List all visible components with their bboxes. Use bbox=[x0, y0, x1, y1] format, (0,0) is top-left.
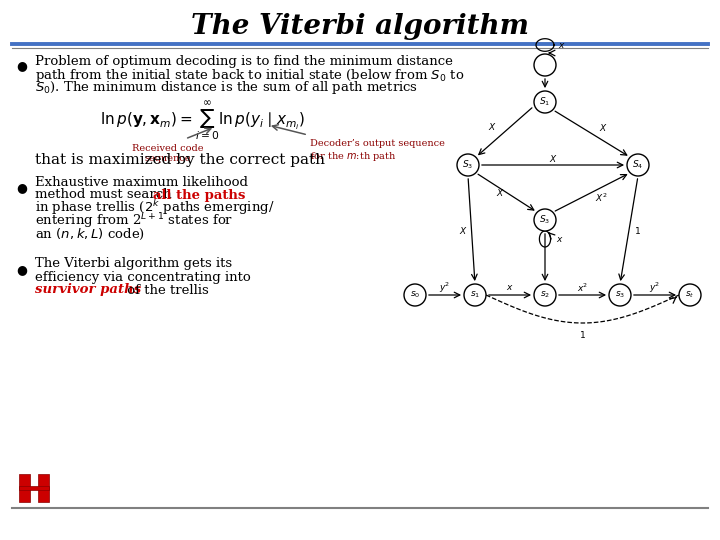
Text: an $(n,k,L)$ code): an $(n,k,L)$ code) bbox=[35, 226, 145, 241]
Text: $S_1$: $S_1$ bbox=[539, 96, 551, 108]
Circle shape bbox=[534, 91, 556, 113]
Circle shape bbox=[404, 284, 426, 306]
Text: $x$: $x$ bbox=[506, 284, 514, 293]
Text: survivor paths: survivor paths bbox=[35, 284, 141, 296]
Text: Received code
sequence: Received code sequence bbox=[132, 144, 204, 164]
Text: The Viterbi algorithm: The Viterbi algorithm bbox=[191, 14, 529, 40]
Text: $X$: $X$ bbox=[549, 152, 557, 164]
Circle shape bbox=[534, 54, 556, 76]
Text: $X$: $X$ bbox=[496, 187, 505, 198]
Text: $y^2$: $y^2$ bbox=[649, 281, 661, 295]
Text: $s_1$: $s_1$ bbox=[470, 290, 480, 300]
Text: $S_3$: $S_3$ bbox=[539, 214, 551, 226]
Circle shape bbox=[464, 284, 486, 306]
Text: that is maximized by the correct path: that is maximized by the correct path bbox=[35, 153, 325, 167]
Text: ●: ● bbox=[17, 181, 27, 194]
Text: ●: ● bbox=[17, 264, 27, 276]
Text: ●: ● bbox=[17, 59, 27, 72]
Circle shape bbox=[627, 154, 649, 176]
Text: $X$: $X$ bbox=[488, 121, 498, 132]
Text: $s_3$: $s_3$ bbox=[615, 290, 625, 300]
Text: $s_t$: $s_t$ bbox=[685, 290, 695, 300]
Text: method must search: method must search bbox=[35, 188, 176, 201]
Text: all the paths: all the paths bbox=[153, 188, 246, 201]
Text: path from the initial state back to initial state (below from $S_0$ to: path from the initial state back to init… bbox=[35, 66, 464, 84]
Text: Exhaustive maximum likelihood: Exhaustive maximum likelihood bbox=[35, 176, 248, 188]
Text: $X^2$: $X^2$ bbox=[595, 191, 608, 204]
Text: efficiency via concentrating into: efficiency via concentrating into bbox=[35, 271, 251, 284]
Text: Problem of optimum decoding is to find the minimum distance: Problem of optimum decoding is to find t… bbox=[35, 56, 453, 69]
Text: $S_0$). The minimum distance is the sum of all path metrics: $S_0$). The minimum distance is the sum … bbox=[35, 79, 418, 97]
Text: $X$: $X$ bbox=[459, 225, 468, 235]
Bar bbox=[38, 474, 50, 502]
Text: of the trellis: of the trellis bbox=[123, 284, 209, 296]
Circle shape bbox=[457, 154, 479, 176]
Circle shape bbox=[679, 284, 701, 306]
Text: $x^2$: $x^2$ bbox=[577, 282, 588, 294]
Text: $1$: $1$ bbox=[579, 329, 586, 340]
Text: in phase trellis ($2^k$ paths emerging/: in phase trellis ($2^k$ paths emerging/ bbox=[35, 199, 274, 218]
Text: The Viterbi algorithm gets its: The Viterbi algorithm gets its bbox=[35, 258, 232, 271]
Text: $S_3$: $S_3$ bbox=[462, 159, 474, 171]
Text: $y^2$: $y^2$ bbox=[439, 281, 451, 295]
Text: $x$: $x$ bbox=[556, 234, 564, 244]
Circle shape bbox=[609, 284, 631, 306]
Bar bbox=[19, 474, 30, 502]
Text: $1$: $1$ bbox=[634, 225, 641, 235]
Circle shape bbox=[534, 284, 556, 306]
Bar bbox=[19, 485, 50, 490]
Text: Decoder’s output sequence
for the $m$:th path: Decoder’s output sequence for the $m$:th… bbox=[310, 139, 445, 163]
Text: $\ln p(\mathbf{y}, \mathbf{x}_m) = \sum_{i=0}^{\infty} \ln p(y_i \mid x_{m_i})$: $\ln p(\mathbf{y}, \mathbf{x}_m) = \sum_… bbox=[100, 99, 305, 143]
Text: $s_2$: $s_2$ bbox=[540, 290, 550, 300]
Circle shape bbox=[534, 209, 556, 231]
Text: $x$: $x$ bbox=[558, 40, 566, 50]
Text: $S_4$: $S_4$ bbox=[632, 159, 644, 171]
Text: entering from 2$^{L+1}$ states for: entering from 2$^{L+1}$ states for bbox=[35, 211, 233, 231]
Text: $X$: $X$ bbox=[599, 122, 608, 133]
Text: $s_0$: $s_0$ bbox=[410, 290, 420, 300]
